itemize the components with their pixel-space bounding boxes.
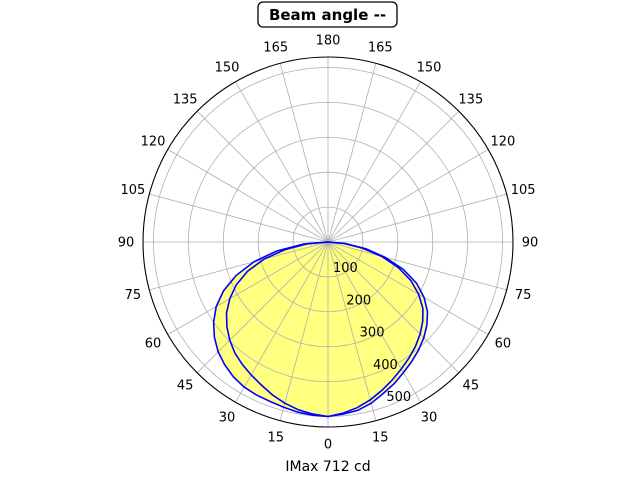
angle-tick-label: 90 (522, 236, 539, 251)
chart-title: Beam angle -- (269, 6, 386, 24)
angle-tick-label: 0 (324, 438, 332, 453)
angular-grid-line (327, 241, 377, 421)
angular-grid-line (167, 241, 329, 335)
angle-tick-label: 45 (177, 378, 194, 393)
angular-grid-line (327, 241, 421, 403)
angle-tick-label: 120 (141, 135, 166, 150)
radial-tick-label: 200 (346, 293, 371, 308)
angular-grid-line (327, 241, 489, 335)
angular-grid-line (149, 193, 329, 243)
radial-tick-label: 100 (333, 261, 358, 276)
angle-tick-label: 75 (515, 288, 532, 303)
angle-tick-label: 15 (267, 431, 284, 446)
angular-grid-line (327, 241, 507, 291)
polar-grid (142, 56, 514, 428)
angle-tick-label: 165 (368, 40, 393, 55)
angle-tick-label: 135 (458, 93, 483, 108)
angular-grid-line (196, 241, 329, 374)
angular-grid-line (167, 149, 329, 243)
angle-tick-label: 60 (495, 337, 512, 352)
angle-tick-label: 30 (219, 410, 236, 425)
angular-grid-line (327, 193, 507, 243)
angle-tick-label: 45 (463, 378, 480, 393)
angle-tick-label: 60 (145, 337, 162, 352)
angle-tick-label: 135 (173, 93, 198, 108)
radial-tick-label: 300 (360, 326, 385, 341)
angle-tick-label: 30 (421, 410, 438, 425)
angle-tick-label: 150 (417, 61, 442, 76)
angular-grid-line (327, 110, 460, 243)
angle-tick-label: 120 (491, 135, 516, 150)
angular-grid-line (327, 63, 377, 243)
title-box: Beam angle -- (257, 1, 398, 28)
angle-tick-labels: 0 15 30 45 60 75 90 105 120 135 150 165 180 165 150 135… (118, 34, 539, 453)
angle-tick-label: 90 (118, 236, 135, 251)
angle-tick-label: 165 (263, 40, 288, 55)
curve-fill (226, 242, 423, 417)
title-frame (257, 1, 398, 28)
angle-tick-label: 75 (125, 288, 142, 303)
radial-tick-label: 500 (386, 390, 411, 405)
radial-tick-label: 400 (373, 358, 398, 373)
curve-layer (212, 241, 429, 418)
angle-tick-label: 105 (120, 183, 145, 198)
x-axis-label: IMax 712 cd (285, 459, 370, 475)
angular-grid-line (149, 241, 329, 291)
angle-tick-label: 180 (316, 34, 341, 49)
angular-grid-line (327, 241, 460, 374)
angle-tick-label: 15 (372, 431, 389, 446)
curve-fill-layer (213, 242, 428, 417)
angular-grid-line (279, 63, 329, 243)
angular-grid-line (327, 81, 421, 243)
angular-grid-line (327, 149, 489, 243)
angle-tick-label: 150 (215, 61, 240, 76)
radial-tick-labels: 100 200 300 400 500 (333, 261, 411, 405)
angular-grid-line (196, 110, 329, 243)
angular-grid-line (235, 81, 329, 243)
angle-tick-label: 105 (511, 183, 536, 198)
angular-grid-line (279, 241, 329, 421)
intensity-curve-2 (225, 241, 424, 418)
polar-frame (142, 56, 514, 428)
